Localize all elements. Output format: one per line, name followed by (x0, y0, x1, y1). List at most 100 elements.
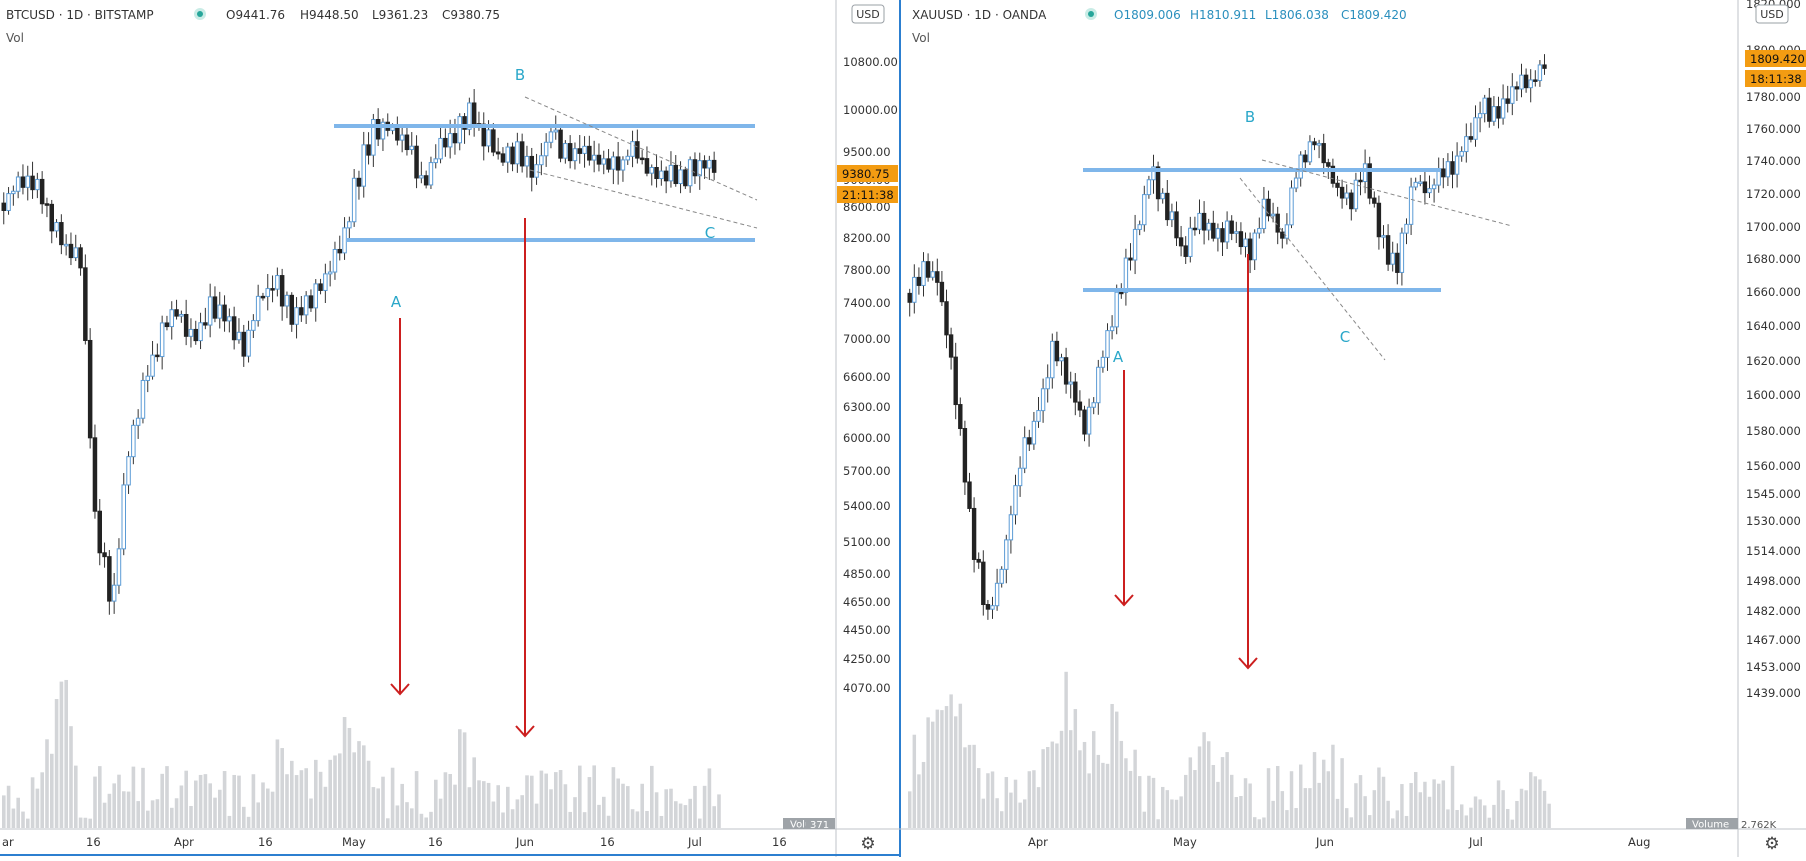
xauusd-candle-body (1491, 106, 1497, 122)
settings-gear-icon[interactable]: ⚙ (1764, 834, 1779, 854)
btcusd-volume-bar (568, 811, 572, 828)
wave-label: B (515, 66, 525, 84)
xauusd-price-axis[interactable]: 1820.0001800.0001780.0001760.0001740.000… (1746, 0, 1801, 700)
price-tick-label: 4070.00 (843, 681, 891, 695)
btcusd-candle-body (289, 294, 294, 325)
xauusd-candle-body (1004, 539, 1009, 570)
time-tick-label: May (342, 835, 366, 849)
xauusd-candle-body (1151, 166, 1156, 181)
xauusd-volume-bar (1317, 782, 1321, 828)
xauusd-volume-bar (1253, 817, 1257, 828)
xauusd-candle-body (1418, 181, 1423, 184)
btcusd-candle-body (606, 158, 611, 170)
btcusd-candle-body (356, 177, 362, 187)
btcusd-candle-body (639, 157, 645, 161)
btcusd-volume-bar (395, 805, 400, 828)
btcusd-volume-bar (381, 776, 385, 828)
btcusd-volume-bar (299, 770, 304, 828)
btcusd-volume-bar (525, 775, 529, 828)
price-tick-label: 1482.000 (1746, 604, 1801, 618)
xauusd-volume-bar (1400, 784, 1404, 828)
btcusd-time-axis[interactable]: ar 16 Apr 16 May 16 Jun 16 Jul 16 (2, 835, 787, 849)
btcusd-price-axis[interactable]: 10800.0010000.009500.009000.008600.00820… (843, 55, 898, 695)
last-price-tag: 9380.75 (837, 165, 898, 182)
price-tick-label: 1760.000 (1746, 122, 1801, 136)
btcusd-candle-body (327, 271, 333, 275)
xauusd-volume-bar (1115, 711, 1119, 828)
btcusd-candle-body (179, 313, 184, 317)
xauusd-volume-bar (1524, 790, 1528, 828)
btcusd-candle-body (510, 146, 515, 165)
price-tick-label: 1680.000 (1746, 252, 1801, 266)
price-tick-label: 5100.00 (843, 535, 891, 549)
btcusd-candle-body (462, 116, 467, 130)
btcusd-volume-bar (539, 770, 544, 828)
btcusd-volume-bar (458, 729, 462, 828)
btcusd-volume-bar (414, 771, 419, 828)
btcusd-panel[interactable]: A B C BTCUSD · 1D · BITSTAMP O9441.76 H944… (1, 8, 758, 828)
settings-gear-icon[interactable]: ⚙ (860, 834, 875, 854)
btcusd-candle-body (414, 145, 419, 179)
trendline (529, 169, 758, 229)
xauusd-candle-body (1496, 106, 1501, 119)
svg-text:9380.75: 9380.75 (842, 167, 890, 181)
btcusd-volume-bar (693, 785, 697, 828)
btcusd-candle-body (126, 456, 131, 486)
btcusd-volume-bar (88, 818, 92, 828)
btcusd-candle-body (591, 154, 597, 161)
btcusd-candle-body (102, 552, 107, 558)
ohlc-open: O9441.76 (226, 8, 285, 22)
xauusd-candle-body (1464, 136, 1469, 153)
xauusd-candle-body (1431, 184, 1437, 190)
btcusd-volume-bar (198, 774, 203, 828)
btcusd-candle-body (601, 158, 606, 165)
xauusd-candle-body (1468, 136, 1474, 140)
xauusd-candle-body (1376, 202, 1382, 238)
xauusd-candle-body (1482, 97, 1487, 115)
btcusd-volume-bar (78, 817, 83, 828)
btcusd-volume-bar (290, 760, 294, 828)
btcusd-candle-body (683, 169, 688, 187)
xauusd-candle-body (930, 271, 935, 278)
xauusd-candle-body (1519, 74, 1524, 90)
price-tick-label: 6300.00 (843, 400, 891, 414)
xauusd-candle-body (1372, 197, 1377, 204)
xauusd-volume-bar (1538, 779, 1542, 828)
currency-badge[interactable]: USD (851, 4, 885, 24)
time-tick-label: May (1173, 835, 1197, 849)
btcusd-volume-bar (472, 757, 476, 828)
price-tick-label: 7800.00 (843, 263, 891, 277)
xauusd-candle-body (1178, 237, 1184, 247)
btcusd-volume-bar (688, 798, 692, 828)
btcusd-candle-body (159, 322, 165, 358)
btcusd-candle-body (457, 116, 462, 144)
xauusd-volume-bar (1303, 788, 1308, 828)
xauusd-time-axis[interactable]: Apr May Jun Jul Aug (1028, 835, 1650, 849)
xauusd-panel[interactable]: A B C XAUUSD · 1D · OANDA O1809.006 H1810.… (907, 8, 1551, 828)
btcusd-volume-bar (717, 794, 721, 828)
xauusd-candle-body (1358, 179, 1363, 183)
xauusd-volume-bar (1372, 790, 1377, 828)
xauusd-candle-body (1257, 228, 1262, 234)
btcusd-volume-bar (611, 767, 616, 828)
btcusd-candle-body (558, 129, 563, 159)
symbol-title: BTCUSD · 1D · BITSTAMP (6, 8, 154, 22)
btcusd-candle-body (390, 127, 395, 131)
volume-tag: Volume 2.762K (1686, 818, 1777, 831)
xauusd-volume-bar (1184, 774, 1188, 828)
currency-badge[interactable]: USD (1755, 4, 1789, 24)
xauusd-volume-bar (1211, 764, 1216, 828)
xauusd-candle-body (1542, 64, 1547, 69)
btcusd-volume-bar (338, 753, 342, 828)
countdown-tag: 18:11:38 (1745, 70, 1806, 87)
btcusd-volume-bar (712, 806, 716, 828)
xauusd-candle-body (1211, 222, 1216, 239)
btcusd-volume-bar (304, 768, 308, 828)
xauusd-candle-body (1450, 161, 1455, 175)
xauusd-volume-bar (1055, 743, 1059, 828)
xauusd-volume-bar (1156, 819, 1160, 828)
xauusd-volume-bar (926, 717, 930, 828)
btcusd-candle-body (35, 178, 40, 191)
xauusd-volume-bar (1197, 746, 1202, 828)
btcusd-volume-bar (222, 771, 227, 828)
